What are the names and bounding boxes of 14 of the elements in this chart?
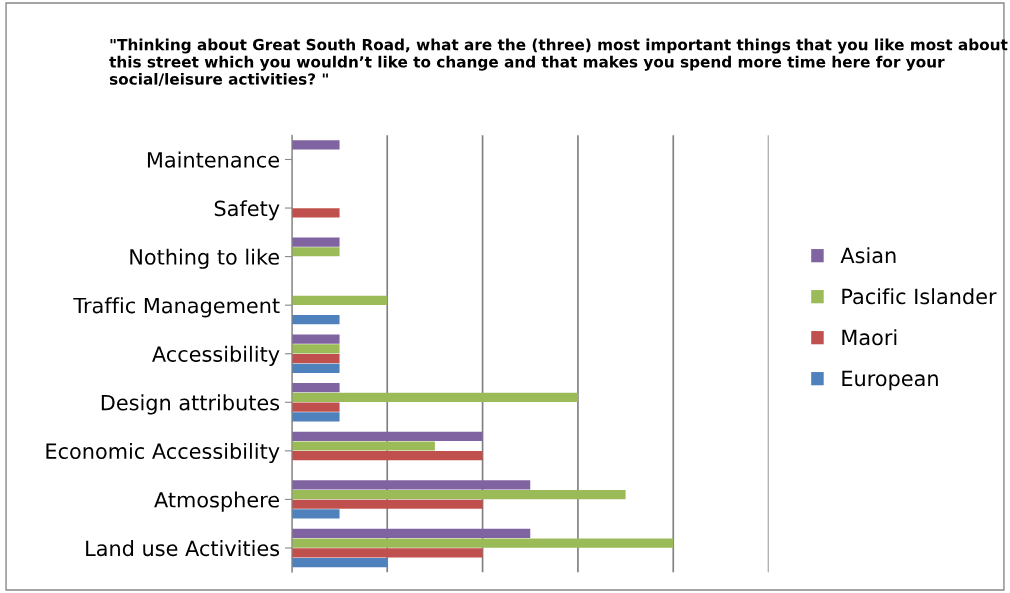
- chart-title: "Thinking about Great South Road, what are the (three) most important things that you like most about this street which you wouldn’t like to change and that makes you spend more time here for your social/leisure activities? ": [109, 38, 1008, 87]
- legend-label: Asian: [840, 247, 896, 264]
- y-tick-label: Economic Accessibility: [46, 442, 280, 464]
- legend-label: Maori: [842, 329, 897, 346]
- y-tick-label: Atmosphere: [154, 491, 279, 512]
- legend-label: Pacific Islander: [842, 288, 997, 305]
- y-tick-label: Land use Activities: [86, 540, 280, 557]
- y-tick-label: Accessibility: [152, 345, 280, 366]
- legend-label: European: [842, 370, 938, 391]
- y-tick-label: Traffic Management: [73, 297, 280, 318]
- y-tick-label: Design attributes: [101, 394, 280, 415]
- y-tick-label: Maintenance: [147, 151, 279, 168]
- y-tick-label: Safety: [214, 200, 280, 221]
- y-tick-label: Nothing to like: [130, 248, 279, 269]
